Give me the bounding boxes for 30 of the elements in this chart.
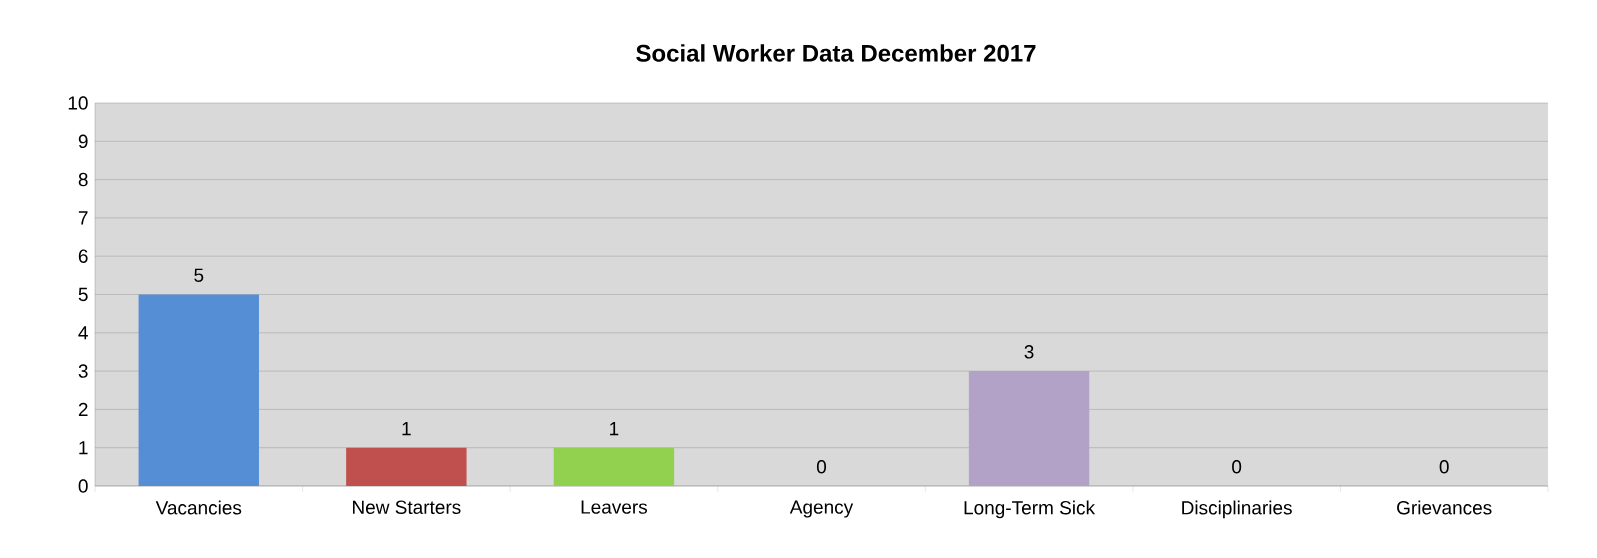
data-label: 1 xyxy=(402,422,411,436)
x-tick-label: Vacancies xyxy=(155,500,242,515)
y-tick-label: 1 xyxy=(79,441,88,455)
y-tick-label: 5 xyxy=(78,287,88,302)
data-label: 1 xyxy=(610,422,619,436)
data-label: 3 xyxy=(1024,345,1034,359)
bar xyxy=(968,371,1090,486)
x-tick-label: Long-Term Sick xyxy=(964,500,1096,519)
y-tick-label: 6 xyxy=(78,249,88,263)
data-label: 0 xyxy=(816,460,827,474)
x-tick-label: Grievances xyxy=(1397,500,1492,515)
data-label: 0 xyxy=(1439,460,1449,474)
y-tick-label: 3 xyxy=(78,364,88,378)
x-tick-label: Disciplinaries xyxy=(1182,500,1292,519)
bar xyxy=(553,447,675,486)
x-tick-label: New Starters xyxy=(353,500,461,514)
y-tick-label: 4 xyxy=(78,326,88,340)
x-tick-label: Agency xyxy=(789,500,854,518)
chart-title: Social Worker Data December 2017 xyxy=(636,44,1036,62)
x-tick-label: Leavers xyxy=(581,500,648,514)
y-tick-label: 7 xyxy=(78,211,88,225)
bar xyxy=(346,447,467,486)
y-tick-label: 0 xyxy=(78,479,88,493)
bar xyxy=(138,294,259,486)
y-tick-label: 10 xyxy=(68,96,88,110)
y-tick-label: 2 xyxy=(78,402,88,417)
data-label: 0 xyxy=(1232,460,1242,474)
y-tick-label: 8 xyxy=(78,172,88,187)
y-tick-label: 9 xyxy=(78,134,88,149)
data-label: 5 xyxy=(194,268,204,282)
